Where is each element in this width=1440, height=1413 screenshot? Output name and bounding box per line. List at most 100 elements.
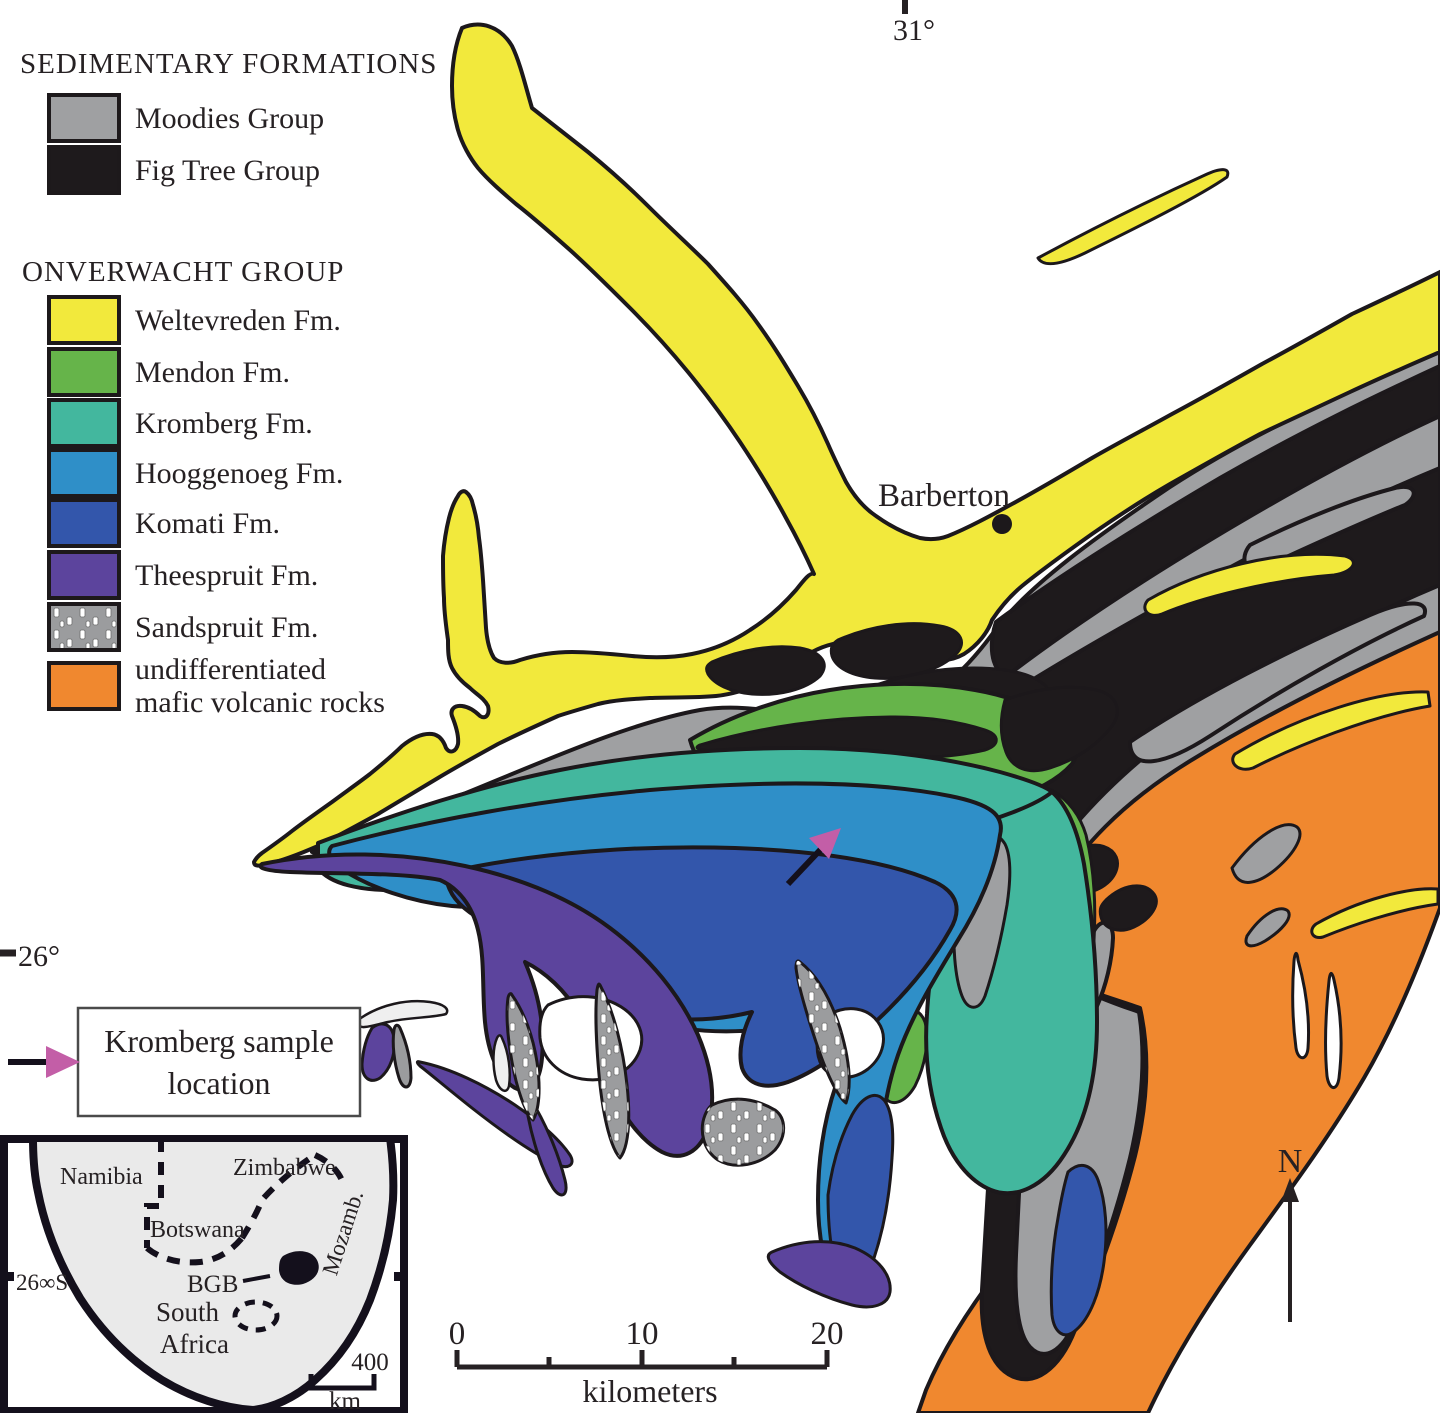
slit-white-2 <box>1324 971 1343 1089</box>
inset-label-south: South <box>156 1297 220 1327</box>
sample-callout: Kromberg sample location <box>8 1006 362 1118</box>
callout-line1: Kromberg sample <box>104 1023 334 1059</box>
swatch-mendon <box>47 347 121 397</box>
inset-scale-value: 400 <box>351 1349 389 1376</box>
north-label: N <box>1278 1143 1303 1180</box>
legend-row-mendon: Mendon Fm. <box>47 347 290 397</box>
region-weltevreden-sliver-4 <box>1310 887 1440 940</box>
legend-label-hooggenoeg: Hooggenoeg Fm. <box>135 456 344 490</box>
swatch-kromberg <box>47 398 121 448</box>
swatch-sandspruit <box>47 602 121 652</box>
region-sandspruit-group <box>391 959 851 1167</box>
inset-label-bgb: BGB <box>187 1271 238 1298</box>
legend-label-mafic: undifferentiated mafic volcanic rocks <box>135 653 385 719</box>
legend-label-sandspruit: Sandspruit Fm. <box>135 610 319 644</box>
inset-scale-unit: km <box>329 1388 362 1413</box>
sample-arrow-head-icon <box>809 828 841 859</box>
legend-row-moodies: Moodies Group <box>47 93 324 143</box>
inset-land <box>29 1141 398 1409</box>
swatch-figtree <box>47 145 121 195</box>
swatch-theespruit <box>47 550 121 600</box>
legend-row-kromberg: Kromberg Fm. <box>47 398 313 448</box>
region-komati-sliver <box>1049 1163 1108 1337</box>
region-weltevreden-sliver-1 <box>1036 168 1230 266</box>
sliver-pale-1 <box>356 999 449 1029</box>
region-theespruit-fringe <box>766 1240 892 1309</box>
scale-tick-20: 20 <box>811 1316 844 1352</box>
swatch-hooggenoeg <box>47 448 121 498</box>
legend-label-komati: Komati Fm. <box>135 506 281 540</box>
sandspruit-pattern-overlay <box>51 606 117 648</box>
slit-white-1 <box>1291 951 1310 1060</box>
sandspruit-speckles-2 <box>596 984 629 1158</box>
swatch-komati <box>47 498 121 548</box>
inset-tick-left <box>0 1272 14 1281</box>
legend-label-moodies: Moodies Group <box>135 101 325 135</box>
label-town-barberton: Barberton <box>878 478 1010 514</box>
inset-lesotho-outline <box>232 1299 280 1333</box>
inset-border-botswana-south <box>145 1236 245 1266</box>
legend-title-sedimentary: SEDIMENTARY FORMATIONS <box>20 48 438 80</box>
blob-figtree-east-of-green <box>999 685 1119 773</box>
inset-border-mozambique <box>313 1152 347 1187</box>
legend-label-mafic-line1: undifferentiated <box>135 653 327 686</box>
legend-row-komati: Komati Fm. <box>47 498 280 548</box>
label-latitude: 26° <box>18 940 60 973</box>
legend-row-figtree: Fig Tree Group <box>47 145 320 195</box>
scale-tick-0: 0 <box>449 1316 466 1352</box>
inset-border-zimbabwe <box>239 1152 317 1240</box>
inset-label-zimbabwe: Zimbabwe <box>233 1155 336 1181</box>
legend-label-kromberg: Kromberg Fm. <box>135 406 313 440</box>
label-longitude: 31° <box>893 14 935 47</box>
scale-tick-10: 10 <box>626 1316 659 1352</box>
inset-bgb-pointer <box>242 1274 271 1283</box>
scale-bar-line <box>454 1350 830 1370</box>
inset-bgb-blob <box>279 1251 319 1285</box>
region-weltevreden-sliver-2 <box>1143 552 1355 617</box>
sliver-pale-2 <box>492 1034 511 1093</box>
lens-moodies-in-orange-2 <box>1244 907 1291 948</box>
lens-moodies-in-orange-1 <box>1230 823 1302 884</box>
legend-row-sandspruit: Sandspruit Fm. <box>47 602 318 652</box>
north-arrow-head-icon <box>1281 1178 1299 1202</box>
band-figtree-upper <box>989 364 1440 676</box>
region-sandspruit-5 <box>391 1023 413 1089</box>
legend-label-figtree: Fig Tree Group <box>135 153 321 187</box>
blob-figtree-in-orange-2 <box>1098 884 1158 932</box>
callout-line2: location <box>167 1065 270 1101</box>
legend-row-theespruit: Theespruit Fm. <box>47 550 318 600</box>
region-theespruit-blob-1 <box>360 1022 396 1082</box>
legend-label-mafic-line2: mafic volcanic rocks <box>135 686 385 719</box>
inset-tick-right <box>394 1272 408 1281</box>
swatch-weltevreden <box>47 295 121 345</box>
blob-figtree-center-2 <box>829 622 964 680</box>
legend-label-weltevreden: Weltevreden Fm. <box>135 303 341 337</box>
scale-bar: 0 10 20 kilometers <box>449 1316 844 1409</box>
inset-scale-bracket <box>308 1374 377 1391</box>
inset-label-namibia: Namibia <box>60 1164 143 1190</box>
callout-arrow-head-icon <box>46 1046 80 1078</box>
sandspruit-speckles-3 <box>702 1099 784 1166</box>
legend-label-theespruit: Theespruit Fm. <box>135 558 319 592</box>
scale-unit: kilometers <box>582 1373 717 1409</box>
legend-label-mendon: Mendon Fm. <box>135 355 291 389</box>
blob-figtree-center-1 <box>705 645 826 696</box>
inset-label-africa: Africa <box>160 1329 229 1359</box>
legend-row-weltevreden: Weltevreden Fm. <box>47 295 341 345</box>
sandspruit-speckles-4 <box>796 960 850 1103</box>
map-regions <box>252 22 1440 1413</box>
sample-arrow-shaft <box>785 845 825 887</box>
inset-border-namibia <box>144 1141 164 1248</box>
window-white-1 <box>538 995 644 1082</box>
sample-location-arrow <box>785 828 841 887</box>
legend-title-onverwacht: ONVERWACHT GROUP <box>22 256 345 288</box>
swatch-moodies <box>47 93 121 143</box>
inset-label-latitude: 26∞S <box>16 1270 68 1295</box>
town-dot <box>992 514 1012 534</box>
inset-map: Namibia Zimbabwe Mozamb. Botswana BGB So… <box>0 1135 408 1413</box>
lens-moodies-1 <box>1128 601 1427 764</box>
inset-borders-dashed <box>144 1141 347 1266</box>
region-weltevreden-main <box>252 22 1440 868</box>
